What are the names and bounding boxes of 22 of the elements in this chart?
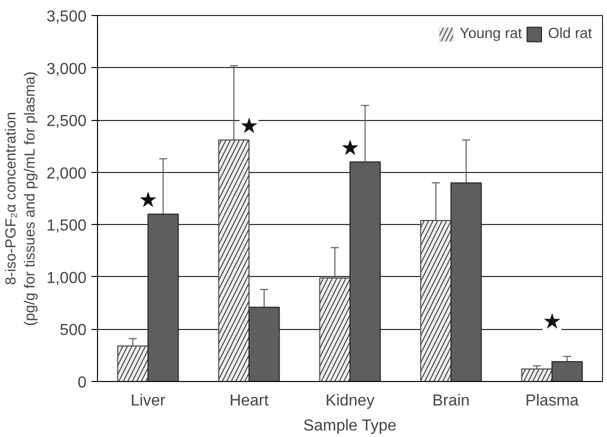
- annotation: ★: [542, 310, 562, 334]
- x-tick-label: Kidney: [326, 392, 374, 410]
- annotation: ★: [340, 136, 360, 160]
- bar: [552, 361, 583, 382]
- y-tick-label: 500: [60, 322, 87, 340]
- y-tick-label: 3,000: [46, 60, 87, 78]
- x-tick-label: Brain: [432, 392, 470, 410]
- legend-label: Old rat: [548, 26, 592, 42]
- annotation: ★: [138, 188, 158, 212]
- x-tick-label: Heart: [229, 392, 270, 410]
- y-tick-label: 1,500: [46, 218, 87, 235]
- y-axis-title: 8-iso-PGF₂α concentration (pg/g for tissues and pg/mL for plasma): [3, 72, 38, 326]
- x-tick-label: Liver: [130, 392, 166, 410]
- legend-label: Young rat: [460, 26, 522, 42]
- y-tick-label: 1,000: [46, 270, 87, 287]
- annotation: ★: [240, 114, 258, 138]
- y-tick-label: 2,500: [46, 113, 87, 130]
- x-axis-title: Sample Type: [303, 418, 397, 434]
- y-tick-label: 3,500: [46, 8, 87, 26]
- x-tick-label: Plasma: [525, 392, 579, 410]
- y-tick-label: 2,000: [46, 165, 87, 182]
- y-tick-label: 0: [78, 374, 87, 392]
